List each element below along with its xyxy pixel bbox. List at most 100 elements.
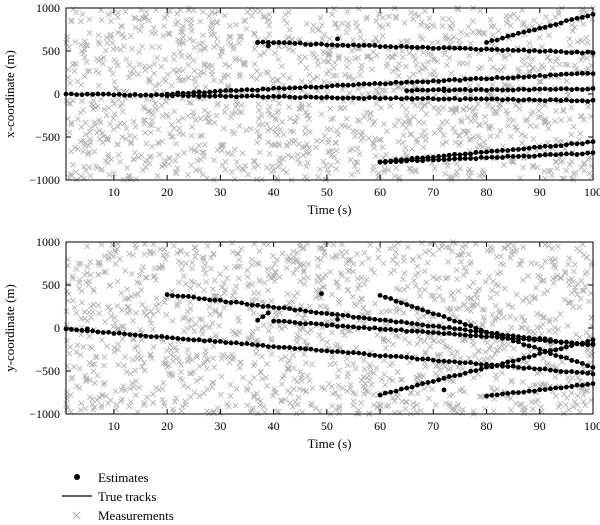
measurement-marker (278, 381, 285, 387)
measurement-marker (406, 339, 413, 346)
measurement-marker (431, 56, 438, 63)
estimate-point (436, 45, 442, 51)
estimate-point (505, 96, 511, 102)
measurement-marker (413, 136, 420, 143)
measurement-marker (560, 107, 567, 114)
measurement-marker (236, 328, 243, 335)
measurement-marker (254, 325, 261, 332)
measurement-marker (229, 240, 236, 246)
estimate-point (361, 315, 367, 321)
measurement-marker (70, 275, 76, 282)
measurement-marker (379, 33, 386, 39)
measurement-marker (294, 156, 301, 163)
measurement-marker (244, 402, 251, 409)
measurement-marker (256, 121, 262, 128)
measurement-marker (458, 117, 464, 124)
measurement-marker (80, 148, 86, 155)
estimate-point (558, 20, 564, 26)
measurement-marker (144, 274, 150, 281)
estimate-point (414, 87, 420, 93)
measurement-marker (176, 77, 183, 84)
measurement-marker (108, 18, 114, 25)
measurement-marker (319, 138, 325, 145)
y-tick-label: −1000 (29, 173, 60, 187)
estimate-point (367, 95, 372, 101)
measurement-marker (503, 13, 510, 19)
measurement-marker (299, 245, 306, 252)
estimate-point (457, 45, 463, 51)
measurement-marker (132, 392, 139, 399)
measurement-marker (319, 22, 325, 28)
measurement-marker (488, 123, 495, 130)
measurement-marker (172, 157, 179, 164)
estimate-point (532, 353, 537, 358)
measurement-marker (355, 85, 361, 92)
measurement-marker (65, 100, 72, 107)
x-tick-label: 70 (427, 185, 439, 199)
estimate-point (319, 41, 324, 47)
measurement-marker (339, 20, 346, 27)
measurement-marker (147, 316, 153, 323)
measurement-marker (196, 133, 203, 140)
measurement-marker (296, 334, 303, 341)
measurement-marker (253, 350, 260, 357)
estimate-point (548, 386, 553, 392)
measurement-marker (362, 380, 369, 387)
measurement-marker (72, 39, 79, 45)
estimate-point (207, 93, 213, 99)
measurement-marker (178, 408, 185, 414)
measurement-marker (508, 158, 515, 165)
measurement-marker (324, 306, 331, 313)
measurement-marker (102, 158, 109, 165)
estimate-point (548, 97, 553, 103)
measurement-marker (70, 364, 77, 370)
estimate-point (441, 375, 447, 381)
measurement-marker (136, 49, 143, 56)
measurement-marker (73, 309, 80, 316)
measurement-marker (382, 381, 388, 388)
measurement-marker (68, 408, 75, 415)
measurement-marker (511, 11, 517, 17)
measurement-marker (89, 396, 96, 403)
measurement-marker (519, 324, 526, 331)
measurement-marker (335, 296, 342, 303)
estimate-point (430, 311, 436, 317)
estimate-point (516, 154, 521, 159)
measurement-marker (343, 356, 350, 362)
measurement-marker (493, 290, 500, 297)
measurement-marker (463, 268, 470, 275)
estimate-point (489, 148, 495, 154)
measurement-marker (95, 32, 102, 39)
measurement-marker (564, 322, 571, 329)
measurement-marker (381, 166, 388, 173)
estimate-point (468, 360, 473, 365)
measurement-marker (249, 262, 256, 268)
estimate-point (532, 144, 537, 150)
measurement-marker (132, 15, 139, 22)
true-track-line (65, 328, 594, 375)
estimate-point (436, 324, 442, 329)
estimate-point (281, 93, 287, 99)
estimate-point (521, 389, 527, 395)
y-tick-label: 500 (42, 278, 60, 292)
estimate-point (462, 155, 468, 161)
measurement-marker (149, 326, 156, 333)
measurement-marker (151, 70, 157, 77)
estimate-point (382, 81, 388, 87)
measurement-marker (371, 118, 378, 125)
measurement-marker (331, 59, 338, 66)
measurement-marker (275, 140, 282, 147)
measurement-marker (171, 125, 178, 132)
estimate-point (574, 71, 580, 77)
measurement-marker (546, 317, 553, 323)
measurement-marker (396, 174, 403, 181)
estimate-point (287, 306, 292, 311)
measurement-marker (78, 173, 85, 180)
measurement-marker (306, 150, 312, 157)
estimate-point (74, 92, 80, 97)
measurement-marker (521, 404, 528, 411)
measurement-marker (346, 90, 353, 96)
measurement-marker (496, 310, 503, 317)
estimate-point (409, 79, 415, 85)
estimate-point (436, 87, 442, 93)
